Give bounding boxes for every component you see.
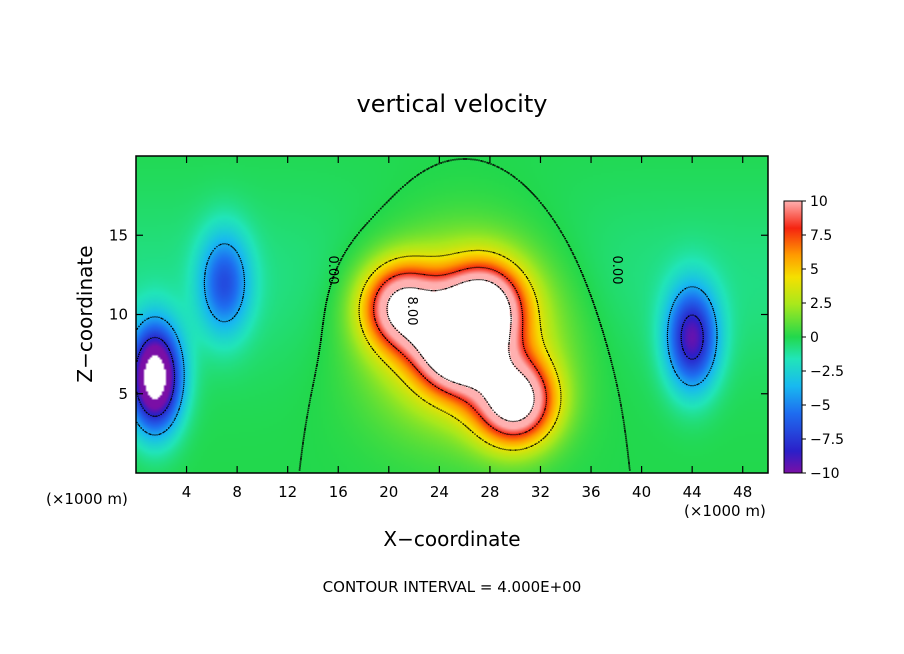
y-axis-label: Z−coordinate (73, 245, 97, 382)
contour-level (386, 279, 535, 423)
x-tick-label: 16 (329, 483, 348, 501)
contour-level (136, 314, 704, 417)
colorbar-ticks: 10 7.5 5 2.5 0 −2.5 −5 −7.5 −10 (802, 194, 844, 482)
y-tick-label: 5 (118, 385, 128, 403)
colorbar-tick-label: 2.5 (810, 296, 832, 312)
x-unit-note-right: (×1000 m) (684, 502, 766, 520)
x-tick-label: 44 (683, 483, 702, 501)
x-tick-label: 32 (531, 483, 550, 501)
x-axis-label: X−coordinate (383, 527, 520, 551)
colorbar-tick-label: −5 (810, 398, 831, 414)
x-tick-label: 4 (182, 483, 192, 501)
contour-label-center: 8.00 (404, 297, 419, 326)
x-tick-label: 12 (278, 483, 297, 501)
contour-label-left: 0.00 (325, 256, 340, 285)
colorbar-tick-label: 5 (810, 262, 819, 278)
x-tick-label: 48 (733, 483, 752, 501)
contour-label-right: 0.00 (609, 256, 624, 285)
contour-level (136, 243, 718, 436)
y-tick-label: 15 (109, 226, 128, 244)
x-tick-label: 20 (379, 483, 398, 501)
colorbar-tick-label: −7.5 (810, 432, 844, 448)
x-tick-label: 24 (430, 483, 449, 501)
velocity-field-image (136, 156, 768, 473)
contour-level (358, 249, 562, 451)
colorbar-tick-label: 7.5 (810, 228, 832, 244)
contour-level (373, 266, 548, 436)
colorbar-tick-label: 0 (810, 330, 819, 346)
colorbar (783, 200, 803, 474)
x-unit-note-left: (×1000 m) (46, 490, 128, 508)
x-tick-label: 28 (480, 483, 499, 501)
y-axis: 5 10 15 (109, 226, 768, 403)
colorbar-tick-label: −10 (810, 466, 840, 482)
colorbar-tick-label: 10 (810, 194, 828, 210)
contour-interval-note: CONTOUR INTERVAL = 4.000E+00 (323, 578, 582, 596)
colorbar-tick-label: −2.5 (810, 364, 844, 380)
x-axis: 4 8 12 16 20 24 28 32 36 40 44 48 (182, 156, 752, 501)
contour-level (298, 158, 631, 471)
y-tick-label: 10 (109, 306, 128, 324)
contour-lines (136, 158, 718, 471)
x-tick-label: 8 (232, 483, 242, 501)
x-tick-label: 36 (581, 483, 600, 501)
chart-title: vertical velocity (357, 90, 548, 118)
x-tick-label: 40 (632, 483, 651, 501)
heatmap-area (136, 156, 768, 473)
